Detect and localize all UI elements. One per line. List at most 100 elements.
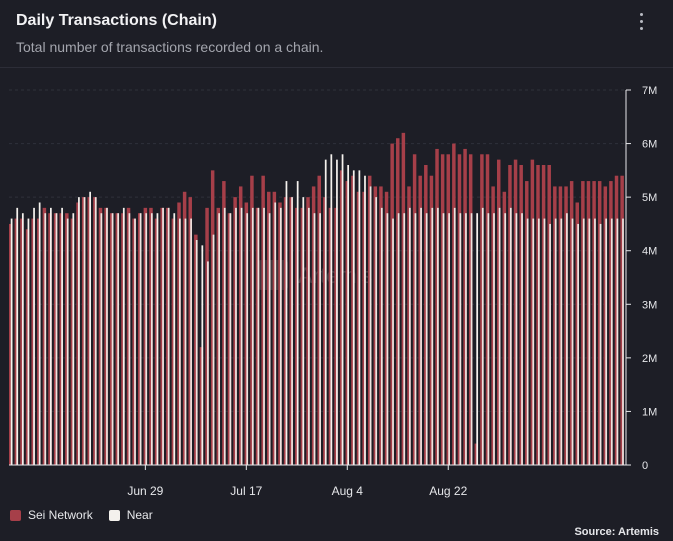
bar-near-67 (386, 213, 389, 465)
bar-sei-74 (424, 165, 428, 465)
legend-swatch-sei (10, 509, 21, 521)
bar-near-16 (100, 213, 103, 465)
bar-near-70 (403, 213, 406, 465)
bar-near-99 (566, 213, 568, 465)
bar-near-34 (201, 245, 204, 465)
bar-near-105 (599, 223, 602, 465)
y-tick-label-5: 5M (642, 192, 657, 204)
bar-near-8 (55, 213, 58, 465)
bar-near-42 (246, 213, 249, 465)
bar-near-56 (324, 159, 327, 465)
bar-sei-65 (373, 186, 378, 465)
y-tick-label-2: 2M (642, 353, 657, 365)
bar-near-48 (279, 207, 282, 465)
bar-near-75 (431, 207, 434, 465)
bar-near-40 (235, 207, 237, 465)
bar-near-53 (308, 207, 310, 465)
bar-near-63 (364, 175, 366, 465)
bar-near-65 (375, 197, 378, 465)
bar-near-62 (358, 170, 361, 465)
bar-near-55 (319, 213, 321, 465)
bar-near-37 (218, 213, 221, 465)
bar-near-88 (504, 213, 507, 465)
legend-swatch-near (108, 509, 120, 521)
bar-near-90 (515, 213, 518, 465)
bar-near-79 (453, 207, 456, 465)
bar-near-17 (106, 207, 108, 465)
bar-sei-68 (390, 143, 394, 466)
bar-near-15 (94, 197, 97, 465)
header-divider (0, 67, 673, 68)
bar-near-7 (50, 207, 52, 465)
bar-near-64 (369, 186, 372, 465)
bar-near-80 (459, 213, 462, 465)
y-tick-label-6: 6M (642, 139, 657, 151)
y-tick-label-7: 7M (642, 85, 657, 97)
bar-near-39 (229, 213, 232, 465)
bar-near-61 (352, 170, 355, 465)
legend-label-sei: Sei Network (28, 508, 93, 522)
bar-near-76 (437, 207, 439, 465)
bar-near-21 (128, 213, 131, 465)
bar-near-85 (487, 213, 490, 465)
bar-near-6 (44, 213, 47, 465)
source-label: Source: Artemis (574, 526, 659, 538)
bar-near-41 (240, 207, 243, 465)
bar-near-86 (493, 213, 495, 465)
bar-near-44 (257, 207, 260, 465)
bar-sei-77 (440, 154, 445, 466)
bar-near-77 (442, 213, 445, 465)
bar-near-102 (582, 218, 585, 465)
bar-near-46 (268, 213, 271, 465)
bar-near-1 (16, 207, 19, 465)
legend-item-near[interactable]: Near (108, 508, 153, 522)
more-options-icon[interactable] (634, 10, 650, 34)
bar-near-38 (223, 207, 226, 465)
bar-near-66 (380, 207, 383, 465)
bar-sei-30 (177, 202, 181, 465)
bar-sei-71 (407, 186, 411, 465)
bar-near-3 (27, 218, 30, 465)
bar-near-91 (521, 213, 523, 465)
bar-sei-19 (115, 213, 120, 465)
bar-near-9 (61, 207, 63, 465)
bar-near-22 (134, 218, 136, 465)
bar-near-101 (577, 223, 579, 465)
legend-item-sei[interactable]: Sei Network (10, 508, 93, 522)
bar-near-19 (117, 213, 120, 465)
bar-sei-45 (261, 175, 265, 465)
bar-near-109 (622, 218, 624, 465)
bar-sei-48 (278, 202, 282, 465)
bar-near-104 (594, 218, 596, 465)
bar-near-84 (481, 207, 484, 465)
bar-sei-22 (132, 218, 136, 465)
chart-title: Daily Transactions (Chain) (16, 12, 217, 29)
bar-near-50 (291, 197, 293, 465)
bar-near-26 (156, 213, 159, 465)
bar-sei-51 (295, 207, 299, 465)
bar-near-72 (414, 213, 417, 465)
chart-legend: Sei Network Near (10, 508, 169, 522)
bar-near-5 (38, 202, 41, 465)
bar-near-73 (420, 207, 422, 465)
bar-near-49 (285, 181, 288, 466)
bar-near-100 (571, 218, 574, 465)
bar-near-31 (184, 218, 187, 465)
bar-near-20 (122, 207, 125, 465)
bar-near-96 (549, 223, 551, 465)
bar-sei-60 (345, 181, 350, 466)
bar-near-13 (83, 197, 86, 465)
bar-near-14 (89, 191, 92, 466)
bar-near-83 (476, 213, 479, 465)
bar-near-94 (537, 218, 540, 465)
bar-near-89 (509, 207, 512, 465)
y-tick-label-3: 3M (642, 299, 657, 311)
bar-near-74 (425, 213, 428, 465)
bar-near-103 (588, 218, 591, 465)
bar-near-43 (251, 207, 254, 465)
bar-sei-89 (508, 165, 512, 465)
bar-near-68 (392, 218, 394, 465)
bar-near-32 (190, 218, 192, 465)
bar-near-27 (162, 207, 164, 465)
